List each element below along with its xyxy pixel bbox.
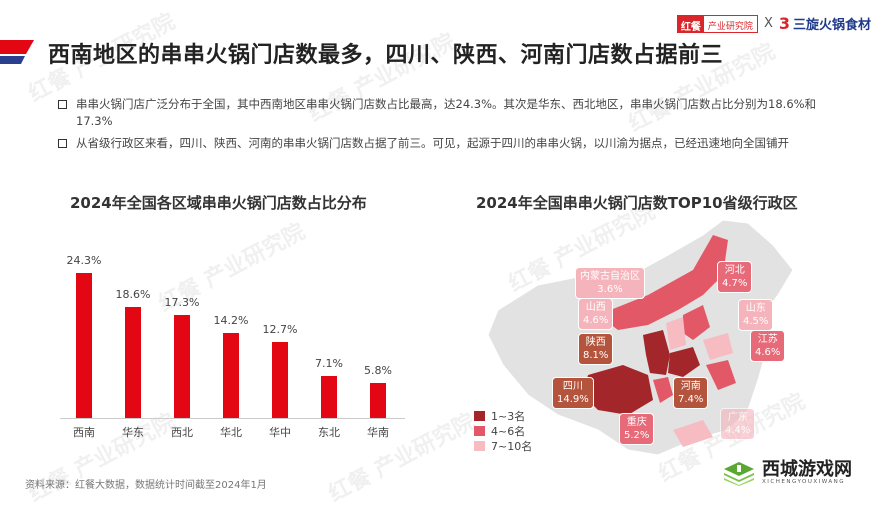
header-accent-bar <box>0 40 34 64</box>
x-tick: 西南 <box>73 426 95 439</box>
bar-chart: 24.3% 18.6% 17.3% 14.2% 12.7% 7.1% 5.8% <box>60 245 405 418</box>
square-bullet-icon <box>58 139 67 148</box>
watermark: 红餐 产业研究院 <box>324 409 480 508</box>
watermark: 红餐 产业研究院 <box>24 409 180 508</box>
x-axis-line <box>60 418 405 419</box>
map-label-shaanxi: 陕西 8.1% <box>578 333 614 365</box>
brand-wheat-icon <box>724 462 754 486</box>
bullet-item: 从省级行政区来看，四川、陕西、河南的串串火锅门店数占据了前三。可见，起源于四川的… <box>58 135 848 152</box>
legend-item: 4~6名 <box>474 423 532 438</box>
partner-logos: 红餐 产业研究院 X 3 三旋火锅食材 <box>676 14 871 33</box>
map-label-chongqing: 重庆 5.2% <box>619 413 655 445</box>
x-tick: 华东 <box>122 426 144 439</box>
legend-item: 1~3名 <box>474 408 532 423</box>
collab-x: X <box>763 16 773 31</box>
square-bullet-icon <box>58 100 67 109</box>
bar-huanan: 5.8% <box>354 364 402 418</box>
bar-xibei: 17.3% <box>158 296 206 418</box>
x-tick: 华北 <box>220 426 242 439</box>
bar-huadong: 18.6% <box>109 288 157 418</box>
bar-dongbei: 7.1% <box>305 357 353 418</box>
bullet-item: 串串火锅门店广泛分布于全国，其中西南地区串串火锅门店数占比最高，达24.3%。其… <box>58 96 848 130</box>
map-label-jiangsu: 江苏 4.6% <box>750 330 786 362</box>
legend-item: 7~10名 <box>474 438 532 453</box>
x-tick: 西北 <box>171 426 193 439</box>
bar-chart-title: 2024年全国各区域串串火锅门店数占比分布 <box>70 194 367 212</box>
map-legend: 1~3名 4~6名 7~10名 <box>474 408 532 453</box>
map-label-shanxi: 山西 4.6% <box>578 298 614 330</box>
sanxuan-mark-icon: 3 <box>778 14 790 33</box>
map-label-shandong: 山东 4.5% <box>738 299 774 331</box>
map-label-hebei: 河北 4.7% <box>717 261 753 293</box>
map-label-sichuan: 四川 14.9% <box>552 377 594 409</box>
map-chart-title: 2024年全国串串火锅门店数TOP10省级行政区 <box>476 194 798 212</box>
bar-huazhong: 12.7% <box>256 323 304 418</box>
x-tick: 华中 <box>269 426 291 439</box>
map-label-guangdong: 广东 4.4% <box>720 408 756 440</box>
bar-xinan: 24.3% <box>60 254 108 418</box>
data-source-note: 资料来源：红餐大数据，数据统计时间截至2024年1月 <box>25 480 267 491</box>
summary-bullets: 串串火锅门店广泛分布于全国，其中西南地区串串火锅门店数占比最高，达24.3%。其… <box>58 96 848 157</box>
x-tick: 华南 <box>367 426 389 439</box>
map-label-henan: 河南 7.4% <box>673 377 709 409</box>
x-tick: 东北 <box>318 426 340 439</box>
bar-huabei: 14.2% <box>207 314 255 418</box>
hongcan-logo: 红餐 产业研究院 <box>676 14 758 33</box>
sanxuan-logo: 3 三旋火锅食材 <box>778 14 871 33</box>
site-brand: 西城游戏网 XICHENGYOUXIWANG <box>722 460 852 486</box>
page-title: 西南地区的串串火锅门店数最多，四川、陕西、河南门店数占据前三 <box>48 43 724 68</box>
map-label-neimenggu: 内蒙古自治区 3.6% <box>575 267 645 299</box>
